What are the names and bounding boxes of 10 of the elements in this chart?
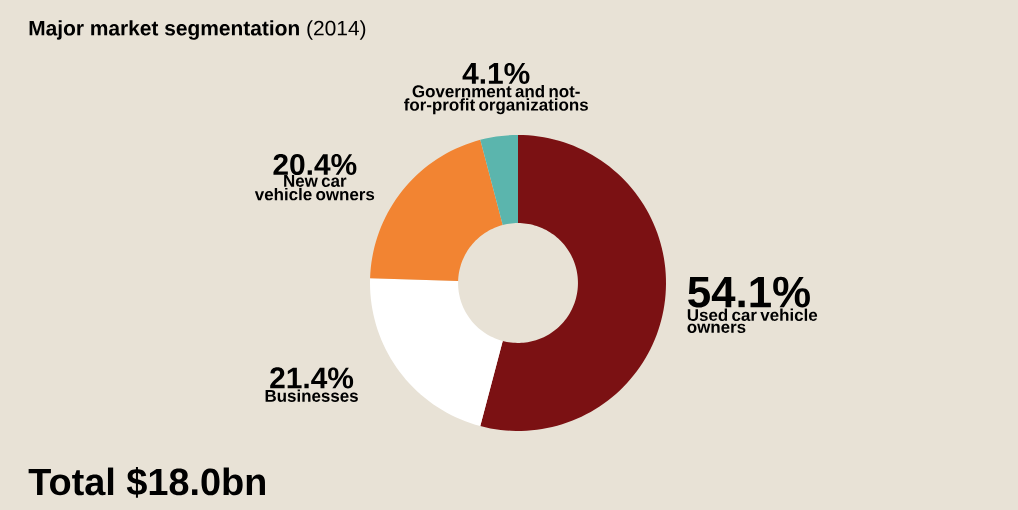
data-label: 21.4% (270, 367, 354, 389)
slice-label: Used car vehicle owners (687, 308, 818, 333)
data-label: 4.1% (462, 62, 530, 84)
slice-label: Businesses (265, 389, 358, 402)
data-label: 20.4% (273, 153, 357, 176)
slice-label: Government and not-for-profit organizations (404, 84, 588, 115)
slice-label: New car vehicle owners (254, 175, 375, 201)
data-label: 54.1% (688, 276, 810, 308)
chart-title: Major market segmentation (2014) (29, 20, 366, 40)
text: Total $18.0bn (28, 466, 265, 498)
